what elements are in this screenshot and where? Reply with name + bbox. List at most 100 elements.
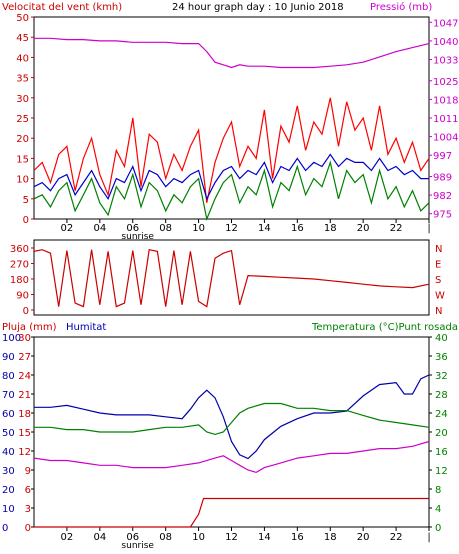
- climate-sunrise-label: sunrise: [121, 541, 154, 551]
- climate-x-tick-label: 18: [324, 532, 337, 543]
- wind-x-tick-label: 16: [291, 223, 304, 234]
- wind-x-tick-label: 14: [258, 223, 271, 234]
- climate-x-tick-label: 12: [225, 532, 238, 543]
- temperature-y-tick-label: 32: [435, 371, 448, 382]
- humidity-axis-label: Humitat: [66, 322, 106, 333]
- rain-y-tick-label: 6: [25, 485, 31, 496]
- rain-y-tick-label: 21: [18, 390, 31, 401]
- compass-label: W: [435, 291, 445, 302]
- wind_avg-line: [33, 153, 429, 201]
- pressure-y-tick-label: 1004: [433, 133, 458, 144]
- direction-y-tick-label: 360: [10, 244, 29, 255]
- pressure-y-tick-label: 1033: [433, 56, 458, 67]
- humidity-y-tick-label: 30: [2, 466, 15, 477]
- wind-x-tick-label: 10: [192, 223, 205, 234]
- wind-y-tick-label: 20: [16, 134, 29, 145]
- chart-marks: 0510152025303540455097598298999710041011…: [2, 13, 458, 551]
- wind_speed-line: [33, 97, 430, 203]
- chart-title: 24 hour graph day : 10 Junio 2018: [172, 2, 344, 13]
- temperature-line: [34, 402, 430, 436]
- wind-y-tick-label: 50: [16, 13, 29, 24]
- compass-label: N: [435, 244, 442, 255]
- direction-y-tick-label: 270: [10, 260, 29, 271]
- climate-x-tick-label: 04: [93, 532, 106, 543]
- temperature-y-tick-label: 16: [435, 447, 448, 458]
- wind-y-tick-label: 0: [23, 215, 29, 226]
- humidity-y-tick-label: 70: [2, 390, 15, 401]
- pressure-y-tick-label: 1025: [433, 77, 458, 88]
- temperature-y-tick-label: 4: [435, 504, 441, 515]
- direction-y-tick-label: 180: [10, 275, 29, 286]
- climate-x-tick-label: 10: [192, 532, 205, 543]
- wind-x-tick-label: 12: [225, 223, 238, 234]
- compass-label: E: [435, 260, 441, 271]
- wind-x-tick-label: 18: [324, 223, 337, 234]
- wind-x-tick-label: 20: [357, 223, 370, 234]
- climate-x-tick-label: 16: [291, 532, 304, 543]
- rain-y-tick-label: 0: [25, 523, 31, 534]
- wind-y-tick-label: 15: [16, 154, 29, 165]
- direction-panel-frame: [33, 239, 430, 316]
- rain-y-tick-label: 15: [18, 428, 31, 439]
- humidity-y-tick-label: 50: [2, 428, 15, 439]
- climate-x-tick-label: 02: [61, 532, 74, 543]
- humidity-y-tick-label: 0: [2, 523, 8, 534]
- rain-axis-label: Pluja (mm): [2, 322, 57, 333]
- rain-y-tick-label: 9: [25, 466, 31, 477]
- wind_gust-line: [33, 160, 430, 222]
- wind-x-tick-label: 22: [390, 223, 403, 234]
- wind-speed-axis-label: Velocitat del vent (kmh): [2, 2, 122, 13]
- temperature-y-tick-label: 8: [435, 485, 441, 496]
- wind-x-tick-label: |: [427, 223, 430, 234]
- temperature-dewpoint-axis-label: Temperatura (°C)Punt rosada: [311, 322, 458, 333]
- climate-x-tick-label: |: [427, 532, 430, 543]
- humidity-y-tick-label: 60: [2, 409, 15, 420]
- compass-label: N: [435, 306, 442, 317]
- pressure-y-tick-label: 997: [433, 151, 452, 162]
- temperature-y-tick-label: 36: [435, 352, 448, 363]
- wind-y-tick-label: 45: [16, 33, 29, 44]
- wind-sunrise-label: sunrise: [121, 232, 154, 242]
- rain-y-tick-label: 27: [18, 352, 31, 363]
- climate-x-tick-label: 20: [357, 532, 370, 543]
- rain-y-tick-label: 30: [18, 333, 31, 344]
- temperature-y-tick-label: 28: [435, 390, 448, 401]
- humidity-line: [34, 374, 430, 460]
- climate-x-tick-label: 08: [159, 532, 172, 543]
- direction-y-tick-label: 90: [16, 291, 29, 302]
- rain-y-tick-label: 12: [18, 447, 31, 458]
- humidity-y-tick-label: 10: [2, 504, 15, 515]
- humidity-y-tick-label: 100: [2, 333, 21, 344]
- wind-y-tick-label: 35: [16, 74, 29, 85]
- direction-y-tick-label: 0: [23, 306, 29, 317]
- rain-line: [34, 497, 429, 528]
- rain-y-tick-label: 18: [18, 409, 31, 420]
- pressure-y-tick-label: 1040: [433, 37, 458, 48]
- temperature-y-tick-label: 24: [435, 409, 448, 420]
- pressure-y-tick-label: 1011: [433, 114, 458, 125]
- rain-y-tick-label: 24: [18, 371, 31, 382]
- climate-x-tick-label: 14: [258, 532, 271, 543]
- wind-x-tick-label: 08: [159, 223, 172, 234]
- wind-y-tick-label: 10: [16, 175, 29, 186]
- temperature-y-tick-label: 40: [435, 333, 448, 344]
- pressure-y-tick-label: 1018: [433, 95, 458, 106]
- dew_point-line: [33, 440, 430, 474]
- wind-y-tick-label: 40: [16, 53, 29, 64]
- wind-x-tick-label: 06: [126, 223, 139, 234]
- humidity-y-tick-label: 80: [2, 371, 15, 382]
- humidity-y-tick-label: 40: [2, 447, 15, 458]
- humidity-y-tick-label: 20: [2, 485, 15, 496]
- pressure-axis-label: Pressió (mb): [370, 1, 432, 13]
- pressure-line: [34, 37, 430, 69]
- climate-x-tick-label: 06: [126, 532, 139, 543]
- wind-y-tick-label: 30: [16, 94, 29, 105]
- pressure-y-tick-label: 989: [433, 172, 452, 183]
- temperature-y-tick-label: 20: [435, 428, 448, 439]
- compass-label: S: [435, 275, 441, 286]
- wind-direction-line: [33, 248, 430, 308]
- wind-y-tick-label: 25: [16, 114, 29, 125]
- pressure-y-tick-label: 1047: [433, 18, 458, 29]
